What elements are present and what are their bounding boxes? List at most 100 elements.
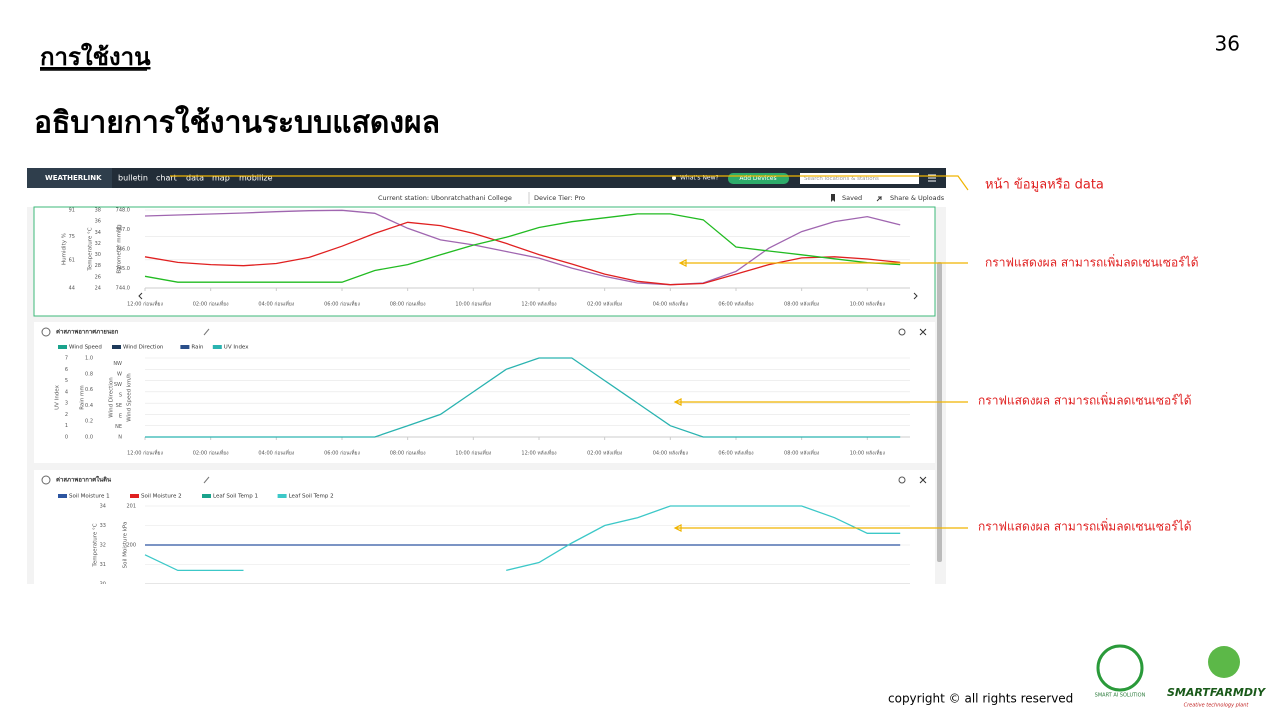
y-tick-label: 32 xyxy=(100,543,106,549)
annotation-arrow xyxy=(673,524,968,532)
y-tick-label: 0.0 xyxy=(85,435,93,441)
y-tick-label: 24 xyxy=(95,286,101,292)
y-tick-label: 75 xyxy=(69,234,75,240)
y-tick-label: 26 xyxy=(95,274,101,280)
series-line xyxy=(144,209,901,286)
annotation-arrow xyxy=(673,398,968,406)
section-title: การใช้งาน xyxy=(40,42,151,71)
dot xyxy=(672,176,676,180)
axis-title: Wind Direction xyxy=(109,377,115,418)
y-tick-label: SW xyxy=(114,382,122,388)
screenshot: WEATHERLINK bulletin chart data map mobi… xyxy=(27,168,946,584)
y-tick-label: 747.0 xyxy=(116,227,130,233)
x-tick-label: 08:00 หลังเที่ยง xyxy=(784,450,820,457)
top-nav xyxy=(27,168,946,188)
x-tick-label: 04:00 หลังเที่ยง xyxy=(653,301,689,308)
y-tick-label: 0.6 xyxy=(85,387,93,393)
brand-box xyxy=(27,168,112,188)
x-tick-label: 02:00 หลังเที่ยง xyxy=(587,301,623,308)
y-tick-label: 6 xyxy=(65,367,68,373)
add-button-label: Add Devices xyxy=(739,175,776,182)
logo-text: Creative technology plant xyxy=(1184,703,1250,709)
select-circle xyxy=(41,475,51,485)
nav-item[interactable]: chart xyxy=(156,174,177,183)
annotation: กราฟแสดงผล สามารถเพิ่มลดเซนเซอร์ได้ xyxy=(978,518,1192,534)
y-tick-label: S xyxy=(119,392,122,398)
series-line xyxy=(144,213,901,283)
logo-icon xyxy=(1096,644,1144,692)
series-line xyxy=(144,505,901,572)
axis-title: UV Index xyxy=(55,384,61,409)
panel xyxy=(34,322,935,463)
menu-icon[interactable] xyxy=(928,174,936,182)
saved[interactable]: Saved xyxy=(842,194,862,202)
x-tick-label: 08:00 ก่อนเที่ยง xyxy=(390,301,426,308)
y-tick-label: 0.8 xyxy=(85,371,93,377)
y-tick-label: 745.0 xyxy=(116,266,130,272)
y-tick-label: 200 xyxy=(126,543,136,549)
x-tick-label: 10:00 ก่อนเที่ยง xyxy=(455,301,491,308)
y-tick-label: 61 xyxy=(69,257,75,263)
x-tick-label: 08:00 ก่อนเที่ยง xyxy=(390,450,426,457)
share-icon xyxy=(876,196,883,202)
legend-label: Wind Speed xyxy=(69,345,102,351)
nav-item[interactable]: map xyxy=(212,174,230,183)
y-tick-label: 0 xyxy=(65,435,68,441)
y-tick-label: 4 xyxy=(65,389,68,395)
chart-title: ค่าสภาพอากาศภายนอก xyxy=(56,329,119,336)
x-tick-label: 12:00 หลังเที่ยง xyxy=(521,301,557,308)
nav-item[interactable]: data xyxy=(186,174,204,183)
y-tick-label: 28 xyxy=(95,263,101,269)
legend-swatch xyxy=(112,345,121,349)
y-tick-label: 32 xyxy=(95,241,101,247)
axis-title: Soil Moisture kPa xyxy=(123,522,129,569)
nav-item[interactable]: bulletin xyxy=(118,174,148,183)
x-tick-label: 06:00 ก่อนเที่ยง xyxy=(324,450,360,457)
edit-icon xyxy=(203,328,210,336)
select-circle xyxy=(41,327,51,337)
y-tick-label: E xyxy=(119,413,122,419)
annotations xyxy=(170,175,969,532)
close-icon xyxy=(919,328,927,336)
search-box[interactable] xyxy=(800,173,919,184)
annotation: กราฟแสดงผล สามารถเพิ่มลดเซนเซอร์ได้ xyxy=(985,254,1199,270)
y-tick-label: 0.2 xyxy=(85,419,93,425)
y-tick-label: W xyxy=(117,371,122,377)
x-tick-label: 04:00 ก่อนเที่ยง xyxy=(258,450,294,457)
nav-item[interactable]: mobilize xyxy=(239,174,273,183)
close-icon xyxy=(919,476,927,484)
y-tick-label: 748.0 xyxy=(116,208,130,214)
y-tick-label: 1.0 xyxy=(85,356,93,362)
whats-new[interactable]: What's New? xyxy=(680,175,719,182)
axis-title: Wind Speed km/h xyxy=(127,373,133,422)
annotation-line xyxy=(170,175,969,191)
brand: WEATHERLINK xyxy=(45,174,102,182)
y-tick-label: 34 xyxy=(100,504,106,510)
slide-title: อธิบายการใช้งานระบบแสดงผล xyxy=(34,105,440,141)
scroll-arrows[interactable] xyxy=(138,292,918,300)
chart-title: ค่าสภาพอากาศในดิน xyxy=(56,476,112,484)
y-tick-label: 2 xyxy=(65,412,68,418)
x-tick-label: 02:00 ก่อนเที่ยง xyxy=(193,450,229,457)
settings-icon xyxy=(898,328,906,336)
axis-title: Humidity % xyxy=(62,233,68,265)
search-placeholder: Search locations & stations xyxy=(804,176,879,182)
x-tick-label: 04:00 ก่อนเที่ยง xyxy=(258,301,294,308)
legend-label: Soil Moisture 1 xyxy=(69,494,110,500)
axis-title: Rain mm xyxy=(80,385,86,410)
panel xyxy=(34,470,935,584)
y-tick-label: 91 xyxy=(69,208,75,214)
y-tick-label: NW xyxy=(113,361,122,367)
legend-swatch xyxy=(277,494,287,498)
scrollbar[interactable] xyxy=(937,262,942,562)
series-line xyxy=(145,357,901,438)
copyright: copyright © all rights reserved xyxy=(888,692,1073,706)
annotation: กราฟแสดงผล สามารถเพิ่มลดเซนเซอร์ได้ xyxy=(978,392,1192,408)
logo-icon xyxy=(1208,646,1240,678)
share[interactable]: Share & Uploads xyxy=(890,194,945,202)
y-tick-label: 30 xyxy=(95,252,101,258)
legend-swatch xyxy=(180,345,190,349)
x-tick-label: 02:00 หลังเที่ยง xyxy=(587,450,623,457)
legend-swatch xyxy=(58,345,67,349)
